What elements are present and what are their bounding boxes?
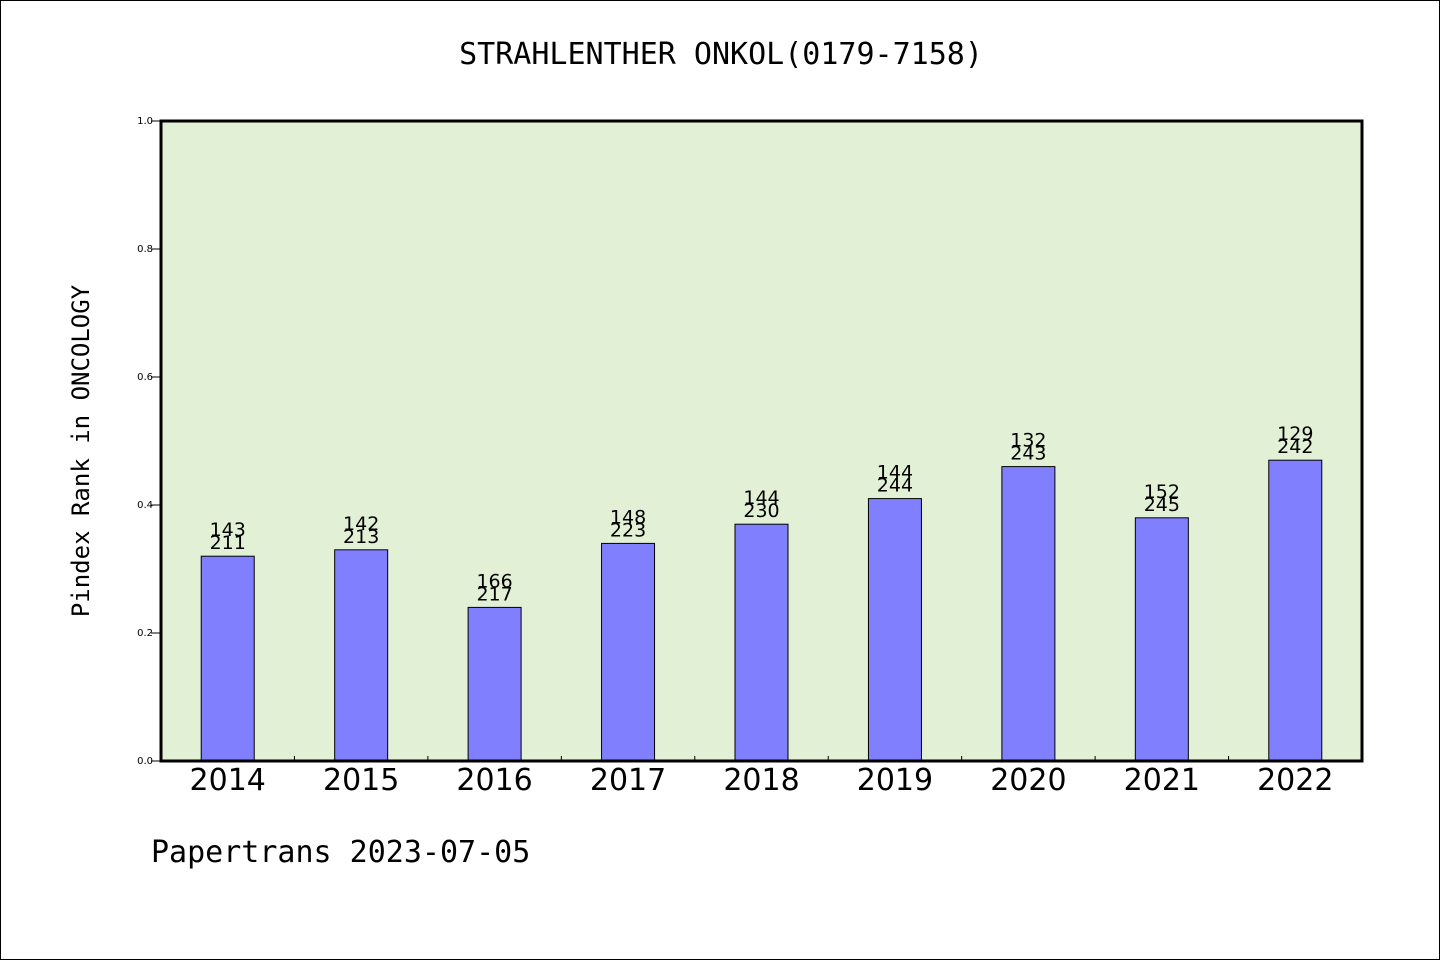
bar-2014	[200, 555, 255, 762]
x-tick-label: 2015	[323, 763, 399, 798]
bar-label-bottom: 211	[210, 532, 246, 554]
bar-label-top: 152	[1144, 481, 1180, 503]
bar-label-top: 143	[210, 519, 246, 541]
y-tick-label: 0.0	[137, 756, 153, 767]
x-tick-label: 2016	[456, 763, 532, 798]
bar-label-top: 132	[1010, 430, 1046, 452]
bar-2020	[1001, 466, 1056, 762]
bar-2017	[601, 542, 656, 762]
bar-label-bottom: 245	[1144, 494, 1180, 516]
bar-2019	[867, 498, 922, 762]
y-tick-label: 0.4	[137, 500, 153, 511]
y-tick-label: 0.2	[137, 628, 153, 639]
bar-label-bottom: 243	[1010, 443, 1046, 465]
x-tick-label: 2017	[590, 763, 666, 798]
bar-label-bottom: 213	[343, 526, 379, 548]
y-tick-label: 1.0	[137, 116, 153, 127]
bar-label-top: 144	[877, 462, 913, 484]
plot-border	[159, 119, 1364, 763]
bar-label-bottom: 230	[743, 500, 779, 522]
x-tick-label: 2022	[1257, 763, 1333, 798]
bar-2016	[467, 606, 522, 762]
bar-label-top: 148	[610, 506, 646, 528]
chart-title: STRAHLENTHER ONKOL(0179-7158)	[459, 37, 983, 72]
x-tick-label: 2021	[1124, 763, 1200, 798]
bar-label-bottom: 242	[1277, 436, 1313, 458]
bar-label-bottom: 244	[877, 475, 913, 497]
bar-label-bottom: 223	[610, 519, 646, 541]
bar-label-bottom: 217	[476, 583, 512, 605]
y-tick-label: 0.8	[137, 244, 153, 255]
bar-label-top: 129	[1277, 423, 1313, 445]
x-tick-label: 2020	[990, 763, 1066, 798]
bar-2022	[1268, 459, 1323, 762]
bar-2015	[334, 549, 389, 762]
bar-2018	[734, 523, 789, 762]
x-tick-label: 2014	[190, 763, 266, 798]
x-tick-label: 2019	[857, 763, 933, 798]
bar-2021	[1134, 517, 1189, 762]
bar-label-top: 166	[476, 570, 512, 592]
bar-label-top: 144	[743, 487, 779, 509]
footer-credit: Papertrans 2023-07-05	[151, 835, 531, 870]
y-tick-label: 0.6	[137, 372, 153, 383]
bar-label-top: 142	[343, 513, 379, 535]
x-tick-label: 2018	[723, 763, 799, 798]
